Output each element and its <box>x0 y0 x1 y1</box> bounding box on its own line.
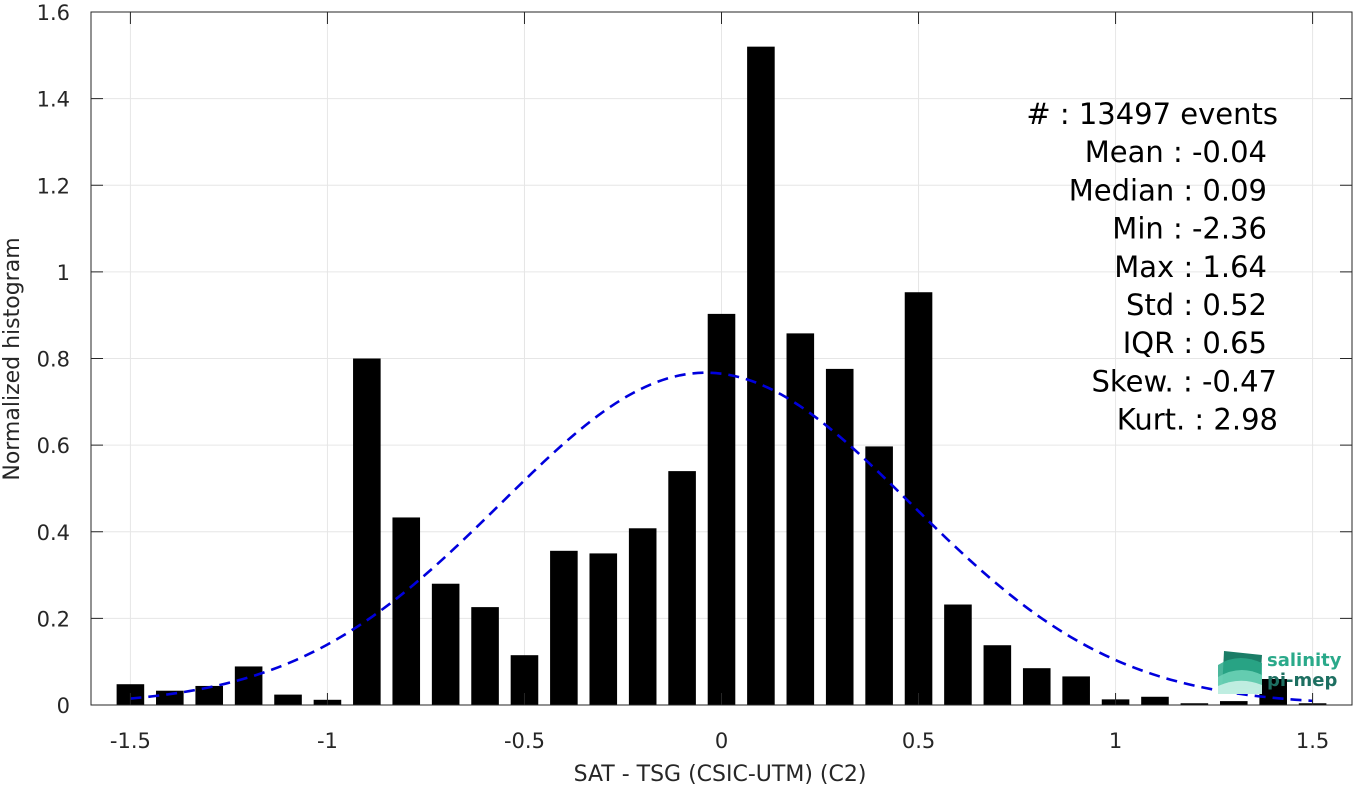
y-tick-labels: 0 0.2 0.4 0.6 0.8 1 1.2 1.4 1.6 <box>37 1 70 718</box>
histogram-bar <box>1062 676 1090 705</box>
x-tick-labels: -1.5 -1 -0.5 0 0.5 1 1.5 <box>110 729 1329 753</box>
histogram-bar <box>668 471 696 705</box>
y-tick-label: 0.2 <box>37 607 70 631</box>
logo-text-pi-mep: pi-mep <box>1267 670 1337 691</box>
histogram-bar <box>865 446 893 705</box>
y-tick-label: 1.4 <box>37 88 70 112</box>
stat-line: Kurt. : 2.98 <box>1117 403 1278 437</box>
y-tick-label: 1.6 <box>37 1 70 25</box>
stat-line: Median : 0.09 <box>1069 173 1267 207</box>
stat-line: IQR : 0.65 <box>1123 326 1267 360</box>
statistics-annotation: # : 13497 events Mean : -0.04 Median : 0.0… <box>1026 97 1278 437</box>
y-tick-label: 0.6 <box>37 434 70 458</box>
x-tick-label: -1.5 <box>110 729 151 753</box>
x-tick-label: 1.5 <box>1296 729 1329 753</box>
gaussian-fit-curve <box>130 371 1313 703</box>
x-tick-label: 0 <box>715 729 728 753</box>
x-axis-label: SAT - TSG (CSIC-UTM) (C2) <box>574 762 867 785</box>
histogram-bar <box>589 553 618 705</box>
histogram-bar <box>1259 679 1287 705</box>
stat-line: # : 13497 events <box>1026 97 1278 131</box>
histogram-bar <box>1219 701 1248 705</box>
stat-line: Mean : -0.04 <box>1085 135 1267 169</box>
histogram-bar <box>1022 668 1051 705</box>
logo-text-salinity: salinity <box>1267 650 1342 671</box>
y-tick-label: 0.4 <box>37 521 70 545</box>
stat-line: Skew. : -0.47 <box>1091 364 1277 398</box>
histogram-bar <box>628 528 657 705</box>
histogram-bar <box>392 517 421 705</box>
histogram-bars <box>116 46 1327 705</box>
logo-mark-icon <box>1218 651 1262 694</box>
histogram-bar <box>786 333 815 705</box>
x-tick-label: 0.5 <box>902 729 935 753</box>
stat-line: Std : 0.52 <box>1126 288 1267 322</box>
x-tick-label: -0.5 <box>504 729 545 753</box>
histogram-bar <box>353 358 381 705</box>
stat-line: Min : -2.36 <box>1112 212 1267 246</box>
histogram-bar <box>234 666 263 705</box>
y-tick-label: 0.8 <box>37 348 70 372</box>
histogram-bar <box>1180 703 1209 705</box>
histogram-bar <box>707 313 736 705</box>
histogram-bar <box>431 583 460 705</box>
salinity-pi-mep-logo: salinity pi-mep <box>1218 650 1342 694</box>
histogram-bar <box>1141 696 1169 705</box>
histogram-bar <box>471 607 499 705</box>
y-axis-label: Normalized histogram <box>0 237 25 480</box>
histogram-bar <box>195 685 224 705</box>
histogram-bar <box>983 645 1012 705</box>
y-tick-label: 0 <box>57 694 70 718</box>
axis-ticks <box>91 11 1352 706</box>
histogram-bar <box>904 292 933 705</box>
x-tick-label: -1 <box>317 729 338 753</box>
histogram-bar <box>747 46 775 705</box>
stat-line: Max : 1.64 <box>1114 250 1267 284</box>
x-tick-label: 1 <box>1109 729 1122 753</box>
histogram-bar <box>944 604 972 705</box>
histogram-bar <box>550 550 578 705</box>
y-tick-label: 1 <box>57 261 70 285</box>
histogram-bar <box>825 368 854 705</box>
histogram-bar <box>274 694 302 705</box>
y-tick-label: 1.2 <box>37 174 70 198</box>
